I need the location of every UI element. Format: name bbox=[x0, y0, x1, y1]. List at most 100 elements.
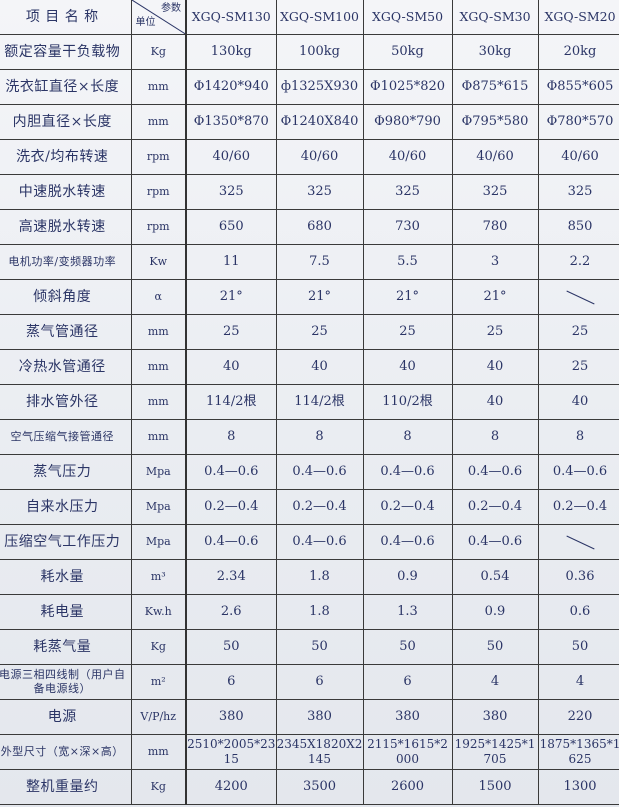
value-cell: Φ1420*940 bbox=[185, 69, 277, 105]
value-cell: 40 bbox=[275, 349, 364, 385]
value-cell: 50 bbox=[537, 629, 619, 665]
param-unit-header: 参数 单位 bbox=[130, 0, 187, 35]
not-applicable-cell bbox=[537, 524, 619, 560]
value-cell: 0.36 bbox=[537, 559, 619, 595]
table-row: 耗蒸气量 Kg 50 50 50 50 50 bbox=[0, 629, 619, 665]
item-name: 电源三相四线制（用户自备电源线） bbox=[0, 664, 132, 700]
unit-cell: rpm bbox=[130, 209, 187, 245]
value-cell: 50 bbox=[362, 629, 453, 665]
value-cell: 50 bbox=[275, 629, 364, 665]
value-cell: 40/60 bbox=[185, 139, 277, 175]
item-name: 蒸气压力 bbox=[0, 454, 132, 490]
value-cell: 21° bbox=[275, 279, 364, 315]
unit-cell: Mpa bbox=[130, 454, 187, 490]
table-row: 压缩空气工作压力 Mpa 0.4—0.6 0.4—0.6 0.4—0.6 0.4—0.6 bbox=[0, 524, 619, 560]
item-name: 空气压缩气接管通径 bbox=[0, 419, 132, 455]
table-row: 冷热水管通径 mm 40 40 40 40 25 bbox=[0, 349, 619, 385]
value-cell: 130kg bbox=[185, 34, 277, 70]
unit-cell: rpm bbox=[130, 174, 187, 210]
value-cell: 850 bbox=[537, 209, 619, 245]
value-cell: 380 bbox=[275, 699, 364, 735]
value-cell: 325 bbox=[362, 174, 453, 210]
value-cell: Φ795*580 bbox=[451, 104, 539, 140]
header-row: 项 目 名 称 参数 单位 XGQ-SM130 XGQ-SM100 XGQ-SM50… bbox=[0, 0, 619, 35]
value-cell: 0.2—0.4 bbox=[537, 489, 619, 525]
table-row: 耗水量 m³ 2.34 1.8 0.9 0.54 0.36 bbox=[0, 559, 619, 595]
item-name: 排水管外径 bbox=[0, 384, 132, 420]
item-name: 整机重量约 bbox=[0, 769, 132, 805]
param-label: 参数 bbox=[161, 3, 181, 14]
unit-cell: Kg bbox=[130, 629, 187, 665]
unit-label: 单位 bbox=[135, 17, 156, 28]
table-row: 高速脱水转速 rpm 650 680 730 780 850 bbox=[0, 209, 619, 245]
value-cell: 6 bbox=[362, 664, 453, 700]
unit-cell: Kg bbox=[130, 34, 187, 70]
value-cell: 2.34 bbox=[185, 559, 277, 595]
value-cell: 325 bbox=[451, 174, 539, 210]
value-cell: 3500 bbox=[275, 769, 364, 805]
value-cell: 50kg bbox=[362, 34, 453, 70]
item-name: 内胆直径×长度 bbox=[0, 104, 132, 140]
model-header: XGQ-SM20 bbox=[537, 0, 619, 35]
value-cell: Φ855*605 bbox=[537, 69, 619, 105]
table-row: 额定容量干负载物 Kg 130kg 100kg 50kg 30kg 20kg bbox=[0, 34, 619, 70]
value-cell: 1925*1425*1705 bbox=[451, 734, 539, 770]
item-name-header: 项 目 名 称 bbox=[0, 0, 132, 35]
value-cell: 25 bbox=[362, 314, 453, 350]
unit-cell: V/P/hz bbox=[130, 699, 187, 735]
table-row: 电机功率/变频器功率 Kw 11 7.5 5.5 3 2.2 bbox=[0, 244, 619, 280]
unit-cell: mm bbox=[130, 384, 187, 420]
value-cell: 50 bbox=[185, 629, 277, 665]
unit-cell: Mpa bbox=[130, 489, 187, 525]
value-cell: 114/2根 bbox=[275, 384, 364, 420]
value-cell: 0.4—0.6 bbox=[451, 454, 539, 490]
value-cell: 25 bbox=[537, 349, 619, 385]
table-row: 电源 V/P/hz 380 380 380 380 220 bbox=[0, 699, 619, 735]
value-cell: 8 bbox=[275, 419, 364, 455]
item-name: 高速脱水转速 bbox=[0, 209, 132, 245]
table-row: 蒸气管通径 mm 25 25 25 25 25 bbox=[0, 314, 619, 350]
value-cell: 50 bbox=[451, 629, 539, 665]
value-cell: 0.4—0.6 bbox=[451, 524, 539, 560]
value-cell: 8 bbox=[362, 419, 453, 455]
item-name: 额定容量干负载物 bbox=[0, 34, 132, 70]
value-cell: 0.4—0.6 bbox=[185, 524, 277, 560]
value-cell: 380 bbox=[185, 699, 277, 735]
table-row: 洗衣缸直径×长度 mm Φ1420*940 ф1325X930 Φ1025*820 Φ87… bbox=[0, 69, 619, 105]
table-row: 倾斜角度 α 21° 21° 21° 21° bbox=[0, 279, 619, 315]
value-cell: 20kg bbox=[537, 34, 619, 70]
value-cell: 0.9 bbox=[451, 594, 539, 630]
value-cell: 0.4—0.6 bbox=[537, 454, 619, 490]
table-row: 洗衣/均布转速 rpm 40/60 40/60 40/60 40/60 40/60 bbox=[0, 139, 619, 175]
value-cell: 380 bbox=[362, 699, 453, 735]
value-cell: 1.8 bbox=[275, 594, 364, 630]
table-row: 外型尺寸（宽×深×高） mm 2510*2005*2315 2345X1820X214… bbox=[0, 734, 619, 770]
value-cell: Φ1240X840 bbox=[275, 104, 364, 140]
value-cell: 21° bbox=[362, 279, 453, 315]
value-cell: Φ1025*820 bbox=[362, 69, 453, 105]
value-cell: 40 bbox=[362, 349, 453, 385]
value-cell: 0.2—0.4 bbox=[451, 489, 539, 525]
table-row: 电源三相四线制（用户自备电源线） m² 6 6 6 4 4 bbox=[0, 664, 619, 700]
item-name: 耗蒸气量 bbox=[0, 629, 132, 665]
value-cell: 0.6 bbox=[537, 594, 619, 630]
item-name: 洗衣缸直径×长度 bbox=[0, 69, 132, 105]
value-cell: 25 bbox=[451, 314, 539, 350]
table-row: 空气压缩气接管通径 mm 8 8 8 8 8 bbox=[0, 419, 619, 455]
table-row: 中速脱水转速 rpm 325 325 325 325 325 bbox=[0, 174, 619, 210]
table-row: 自来水压力 Mpa 0.2—0.4 0.2—0.4 0.2—0.4 0.2—0.4 0.2—… bbox=[0, 489, 619, 525]
item-name: 倾斜角度 bbox=[0, 279, 132, 315]
value-cell: 0.4—0.6 bbox=[275, 454, 364, 490]
value-cell: 220 bbox=[537, 699, 619, 735]
value-cell: 110/2根 bbox=[362, 384, 453, 420]
value-cell: 2600 bbox=[362, 769, 453, 805]
value-cell: 7.5 bbox=[275, 244, 364, 280]
value-cell: 0.9 bbox=[362, 559, 453, 595]
value-cell: 40/60 bbox=[537, 139, 619, 175]
value-cell: 11 bbox=[185, 244, 277, 280]
diagonal-divider bbox=[132, 0, 184, 34]
unit-cell: mm bbox=[130, 349, 187, 385]
table-row: 蒸气压力 Mpa 0.4—0.6 0.4—0.6 0.4—0.6 0.4—0.6 0.4—0… bbox=[0, 454, 619, 490]
value-cell: 2345X1820X2145 bbox=[275, 734, 364, 770]
value-cell: 680 bbox=[275, 209, 364, 245]
